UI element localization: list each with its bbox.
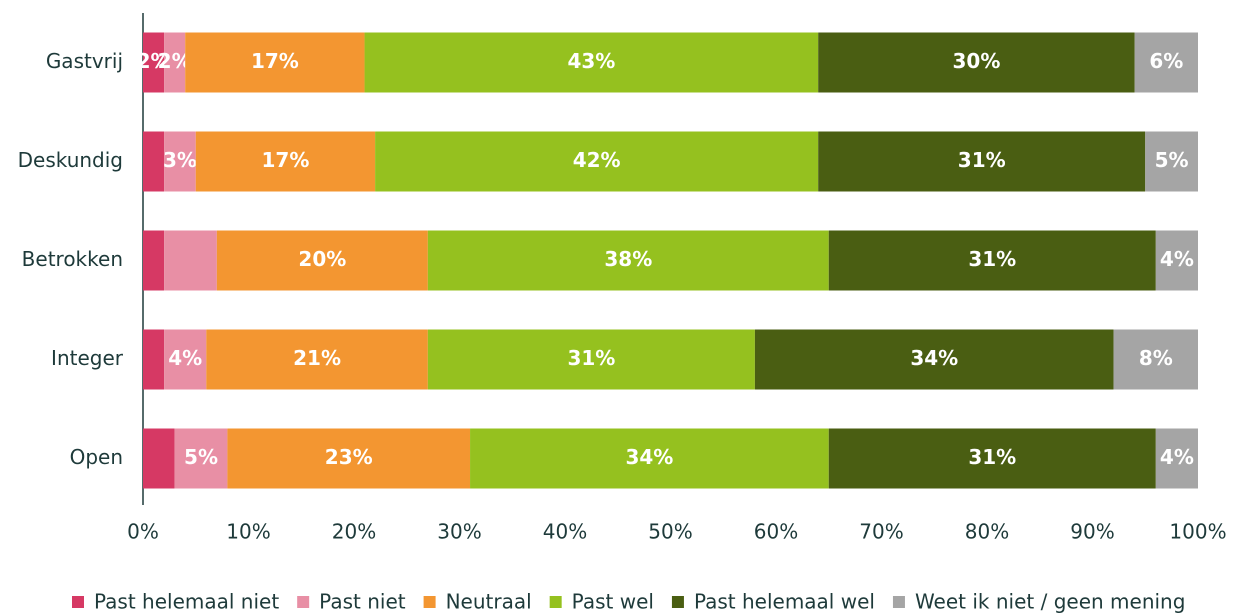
- data-label: 4%: [168, 346, 202, 370]
- bar-segment: [1155, 428, 1198, 489]
- legend-label: Past helemaal wel: [694, 590, 875, 614]
- bar-segment: [216, 230, 428, 291]
- data-label: 17%: [251, 49, 299, 73]
- data-label: 21%: [293, 346, 341, 370]
- data-label: 4%: [1160, 445, 1194, 469]
- data-label: 5%: [184, 445, 218, 469]
- legend-swatch: [671, 596, 684, 608]
- bar-segment: [818, 131, 1146, 192]
- bar-segment: [375, 131, 819, 192]
- legend-label: Past wel: [572, 590, 654, 614]
- legend-swatch: [892, 596, 905, 608]
- x-tick-label: 40%: [543, 520, 587, 544]
- data-label: 3%: [163, 148, 197, 172]
- x-tick-label: 10%: [226, 520, 270, 544]
- bar-segment: [1155, 230, 1198, 291]
- data-label: 20%: [298, 247, 346, 271]
- bar-segment: [227, 428, 471, 489]
- data-label: 34%: [625, 445, 673, 469]
- bar-segment: [174, 428, 228, 489]
- x-tick-label: 70%: [859, 520, 903, 544]
- bar-segment: [185, 32, 365, 93]
- data-label: 31%: [968, 445, 1016, 469]
- bar-segment: [1145, 131, 1198, 192]
- data-label: 30%: [953, 49, 1001, 73]
- bar-segment: [143, 329, 165, 390]
- y-tick-label: Deskundig: [18, 148, 123, 172]
- data-label: 5%: [1155, 148, 1189, 172]
- y-tick-label: Open: [70, 445, 123, 469]
- bar-segment: [164, 32, 186, 93]
- bar-segment: [195, 131, 376, 192]
- x-tick-label: 80%: [965, 520, 1009, 544]
- data-label: 31%: [968, 247, 1016, 271]
- legend-swatch: [72, 596, 84, 608]
- bar-segment: [427, 230, 829, 291]
- legend-label: Neutraal: [446, 590, 532, 614]
- bar-segment: [828, 428, 1156, 489]
- bar-segment: [143, 32, 165, 93]
- bar-segment: [1113, 329, 1198, 390]
- legend-swatch: [423, 596, 436, 608]
- x-tick-label: 100%: [1169, 520, 1226, 544]
- y-tick-label: Gastvrij: [46, 49, 123, 73]
- data-label: 8%: [1139, 346, 1173, 370]
- bar-segment: [828, 230, 1156, 291]
- bar-segment: [427, 329, 755, 390]
- bar-segment: [143, 428, 175, 489]
- data-label: 6%: [1149, 49, 1183, 73]
- data-label: 4%: [1160, 247, 1194, 271]
- bar-segment: [1134, 32, 1198, 93]
- bar-segment: [164, 329, 207, 390]
- bar-segment: [143, 131, 165, 192]
- data-label: 43%: [567, 49, 615, 73]
- data-label: 38%: [604, 247, 652, 271]
- bar-segment: [143, 230, 165, 291]
- data-label: 17%: [261, 148, 309, 172]
- legend-swatch: [297, 596, 310, 608]
- bar-segment: [470, 428, 829, 489]
- legend-label: Past helemaal niet: [94, 590, 279, 614]
- data-label: 42%: [573, 148, 621, 172]
- x-tick-label: 50%: [648, 520, 692, 544]
- bar-segment: [164, 131, 196, 192]
- x-tick-label: 0%: [127, 520, 159, 544]
- data-label: 31%: [958, 148, 1006, 172]
- legend-label: Weet ik niet / geen mening: [915, 590, 1185, 614]
- bar-segment: [164, 230, 217, 291]
- data-label: 34%: [910, 346, 958, 370]
- y-tick-label: Betrokken: [22, 247, 123, 271]
- bar-segment: [818, 32, 1135, 93]
- x-tick-label: 90%: [1070, 520, 1114, 544]
- bar-segment: [754, 329, 1114, 390]
- legend-swatch: [549, 596, 562, 608]
- bar-segment: [206, 329, 428, 390]
- data-label: 31%: [567, 346, 615, 370]
- x-tick-label: 30%: [437, 520, 481, 544]
- x-tick-label: 20%: [332, 520, 376, 544]
- y-tick-label: Integer: [51, 346, 124, 370]
- x-tick-label: 60%: [754, 520, 798, 544]
- data-label: 23%: [325, 445, 373, 469]
- bar-segment: [364, 32, 819, 93]
- legend-label: Past niet: [319, 590, 406, 614]
